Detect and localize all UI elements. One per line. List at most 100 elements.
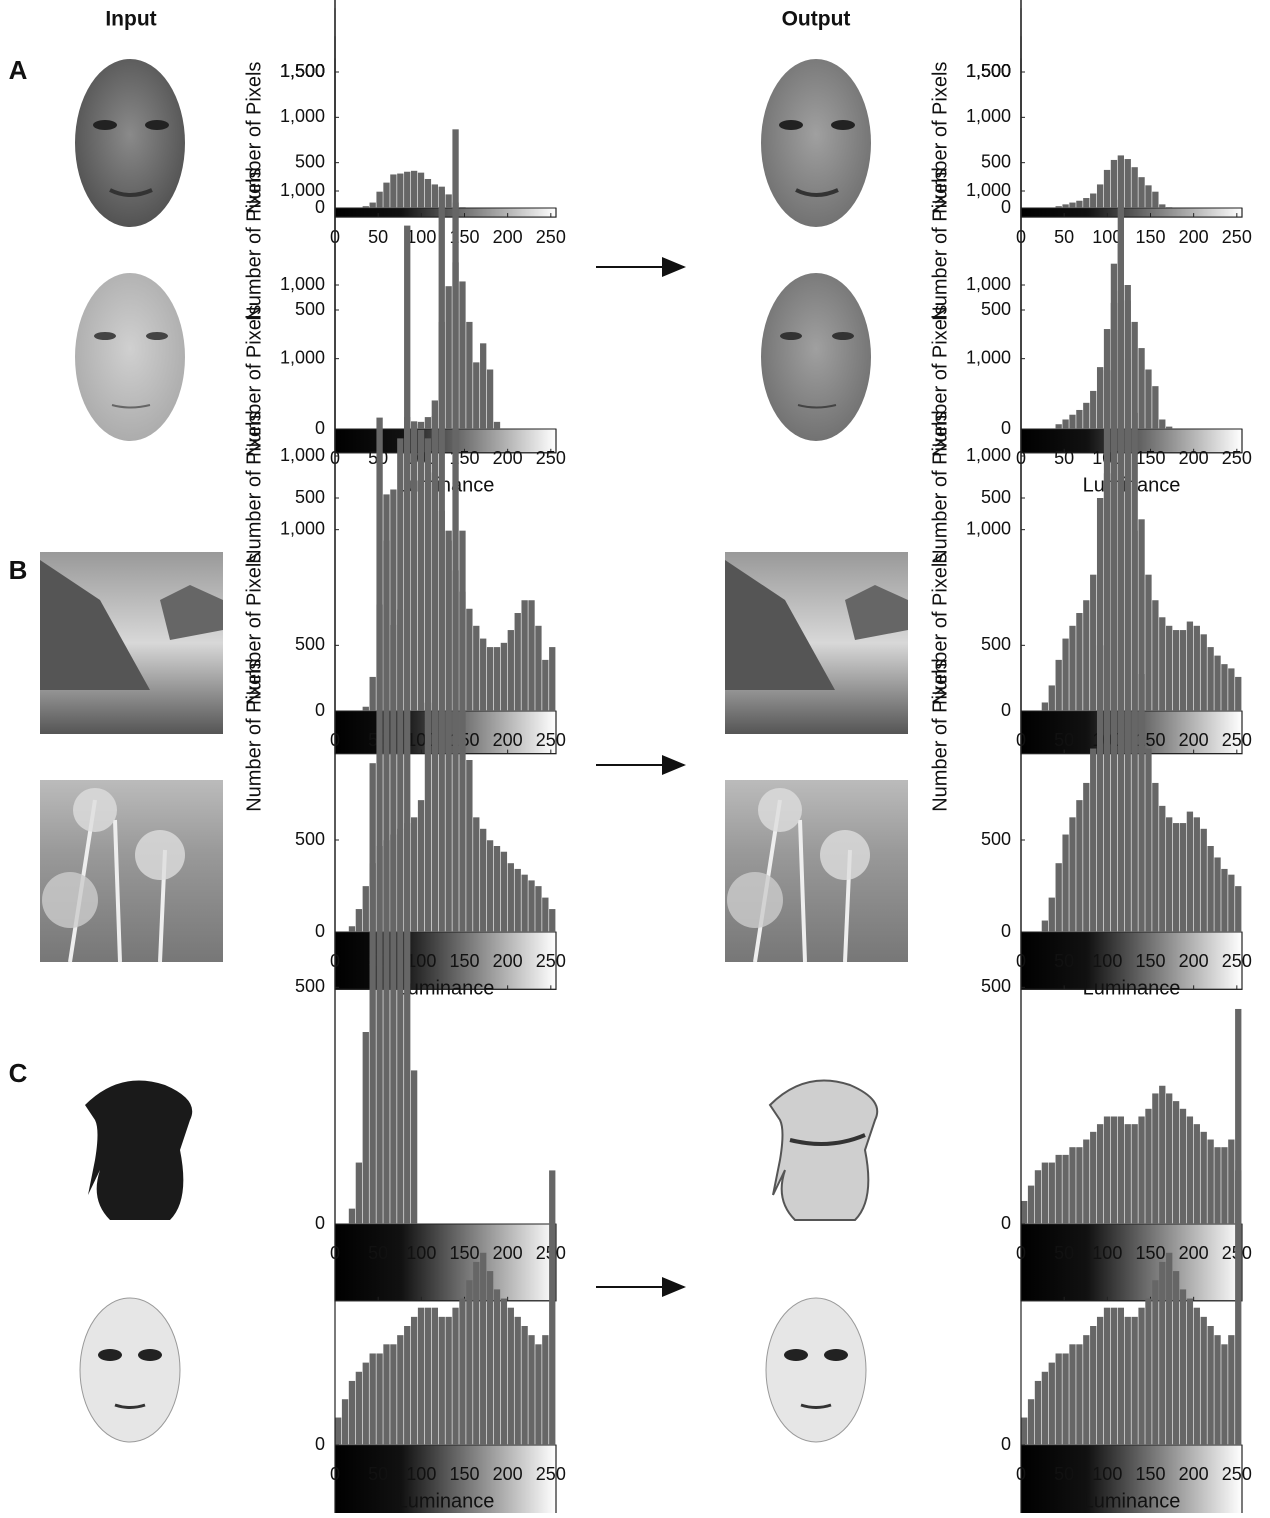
histogram-bar (1117, 155, 1124, 208)
histogram-bar (1145, 748, 1152, 932)
histogram-bar (1055, 1353, 1062, 1445)
y-tick-label: 500 (295, 634, 325, 654)
histogram-bar (493, 846, 501, 932)
histogram-bar (1228, 874, 1235, 932)
histogram-bar (424, 702, 432, 932)
histogram-bar (507, 630, 514, 711)
luminance-bar (334, 1223, 557, 1302)
histogram-bar (521, 874, 528, 932)
x-tick-label: 50 (1054, 448, 1074, 468)
histogram-bar (1138, 674, 1145, 932)
histogram-bar (493, 1289, 501, 1445)
histogram-bar (397, 438, 404, 711)
x-tick-label: 200 (1179, 448, 1209, 468)
histogram-bar (1159, 419, 1166, 429)
face-image (75, 59, 185, 227)
histogram-bar (1090, 193, 1097, 208)
x-tick-label: 200 (1179, 1464, 1209, 1484)
histogram-bar (1124, 159, 1131, 208)
histogram-bar (1152, 386, 1159, 429)
x-tick-label: 200 (493, 951, 523, 971)
x-tick-label: 150 (1135, 227, 1165, 247)
histogram-bar (1152, 600, 1159, 711)
x-tick-label: 250 (536, 1464, 566, 1484)
histogram-bar (390, 624, 397, 1224)
y-tick-label: 500 (295, 299, 325, 319)
histogram-bar (473, 1261, 480, 1445)
face-image (765, 1297, 867, 1443)
y-axis-label: Number of Pixels (929, 62, 951, 214)
histogram-bar (514, 613, 521, 711)
histogram-bar (1159, 805, 1166, 932)
histogram-bar (355, 1371, 363, 1445)
histogram-bar (369, 676, 376, 711)
histogram-bar (1083, 1335, 1090, 1445)
column-title: Input (105, 8, 156, 31)
x-tick-label: 100 (406, 1464, 436, 1484)
luminance-bar (1020, 1223, 1243, 1302)
histogram-bar (480, 1252, 487, 1445)
histogram-bar (1159, 204, 1166, 208)
histogram-bar (1069, 202, 1076, 208)
histogram-bar (1179, 630, 1187, 711)
histogram-bar (1172, 630, 1180, 711)
histogram-bar (1145, 1298, 1152, 1445)
object-image (85, 1080, 193, 1220)
histogram-bar (335, 1417, 342, 1445)
y-tick-label: 1,500 (966, 61, 1011, 81)
y-tick-label: 1,000 (966, 347, 1011, 367)
histogram-bar (1152, 191, 1159, 208)
histogram-bar (1186, 1298, 1194, 1445)
histogram-bar (1083, 1139, 1090, 1224)
histogram-bar (473, 817, 480, 932)
histogram-bar (1083, 782, 1090, 932)
y-tick-label: 1,500 (280, 61, 325, 81)
histogram-bar (1214, 655, 1221, 711)
histogram-bar (1228, 668, 1235, 711)
histogram-bar (1200, 634, 1207, 711)
histogram-bar (1076, 409, 1083, 429)
histogram-bar (1076, 1147, 1083, 1224)
y-tick-label: 500 (295, 976, 325, 996)
histogram-bar (1200, 1316, 1207, 1445)
y-tick-label: 0 (1001, 1434, 1011, 1454)
panel-label: B (9, 555, 28, 585)
histogram-bar (424, 438, 432, 711)
histogram-bar (1055, 206, 1062, 208)
histogram-bar (466, 760, 473, 932)
histogram-bar (1103, 473, 1111, 932)
histogram-bar (1193, 817, 1200, 932)
histogram-bar (376, 1353, 383, 1445)
histogram-bar (1166, 625, 1173, 711)
y-tick-label: 1,000 (280, 274, 325, 294)
histogram-bar (1145, 574, 1152, 711)
x-tick-label: 200 (1179, 951, 1209, 971)
y-tick-label: 500 (981, 299, 1011, 319)
histogram-bar (1207, 1326, 1214, 1445)
histogram-bar (369, 763, 376, 1224)
y-axis-label: Number of Pixels (929, 553, 951, 705)
histogram-bar (1172, 1101, 1180, 1224)
histogram-bar (1152, 1093, 1159, 1224)
histogram-bar (507, 863, 514, 932)
x-tick-label: 200 (1179, 227, 1209, 247)
histogram-bar (466, 608, 473, 711)
histogram-bar (1138, 1116, 1145, 1224)
histogram-bar (500, 851, 508, 932)
histogram-bar (1069, 414, 1076, 429)
histogram-bar (1172, 1271, 1180, 1445)
histogram-bar (1235, 1008, 1242, 1224)
histogram-bar (528, 880, 535, 932)
histogram-bar (1131, 167, 1138, 208)
x-tick-label: 200 (1179, 730, 1209, 750)
x-tick-label: 100 (1092, 1243, 1122, 1263)
histogram-bar (486, 1271, 494, 1445)
histogram-bar (473, 625, 480, 711)
x-tick-label: 50 (368, 227, 388, 247)
histogram-bar (1103, 1116, 1111, 1224)
histogram-bar (1090, 1326, 1097, 1445)
histogram-bar (1048, 897, 1055, 932)
luminance-bar (334, 207, 557, 218)
y-axis-label: Number of Pixels (243, 168, 265, 320)
x-tick-label: 150 (1135, 951, 1165, 971)
